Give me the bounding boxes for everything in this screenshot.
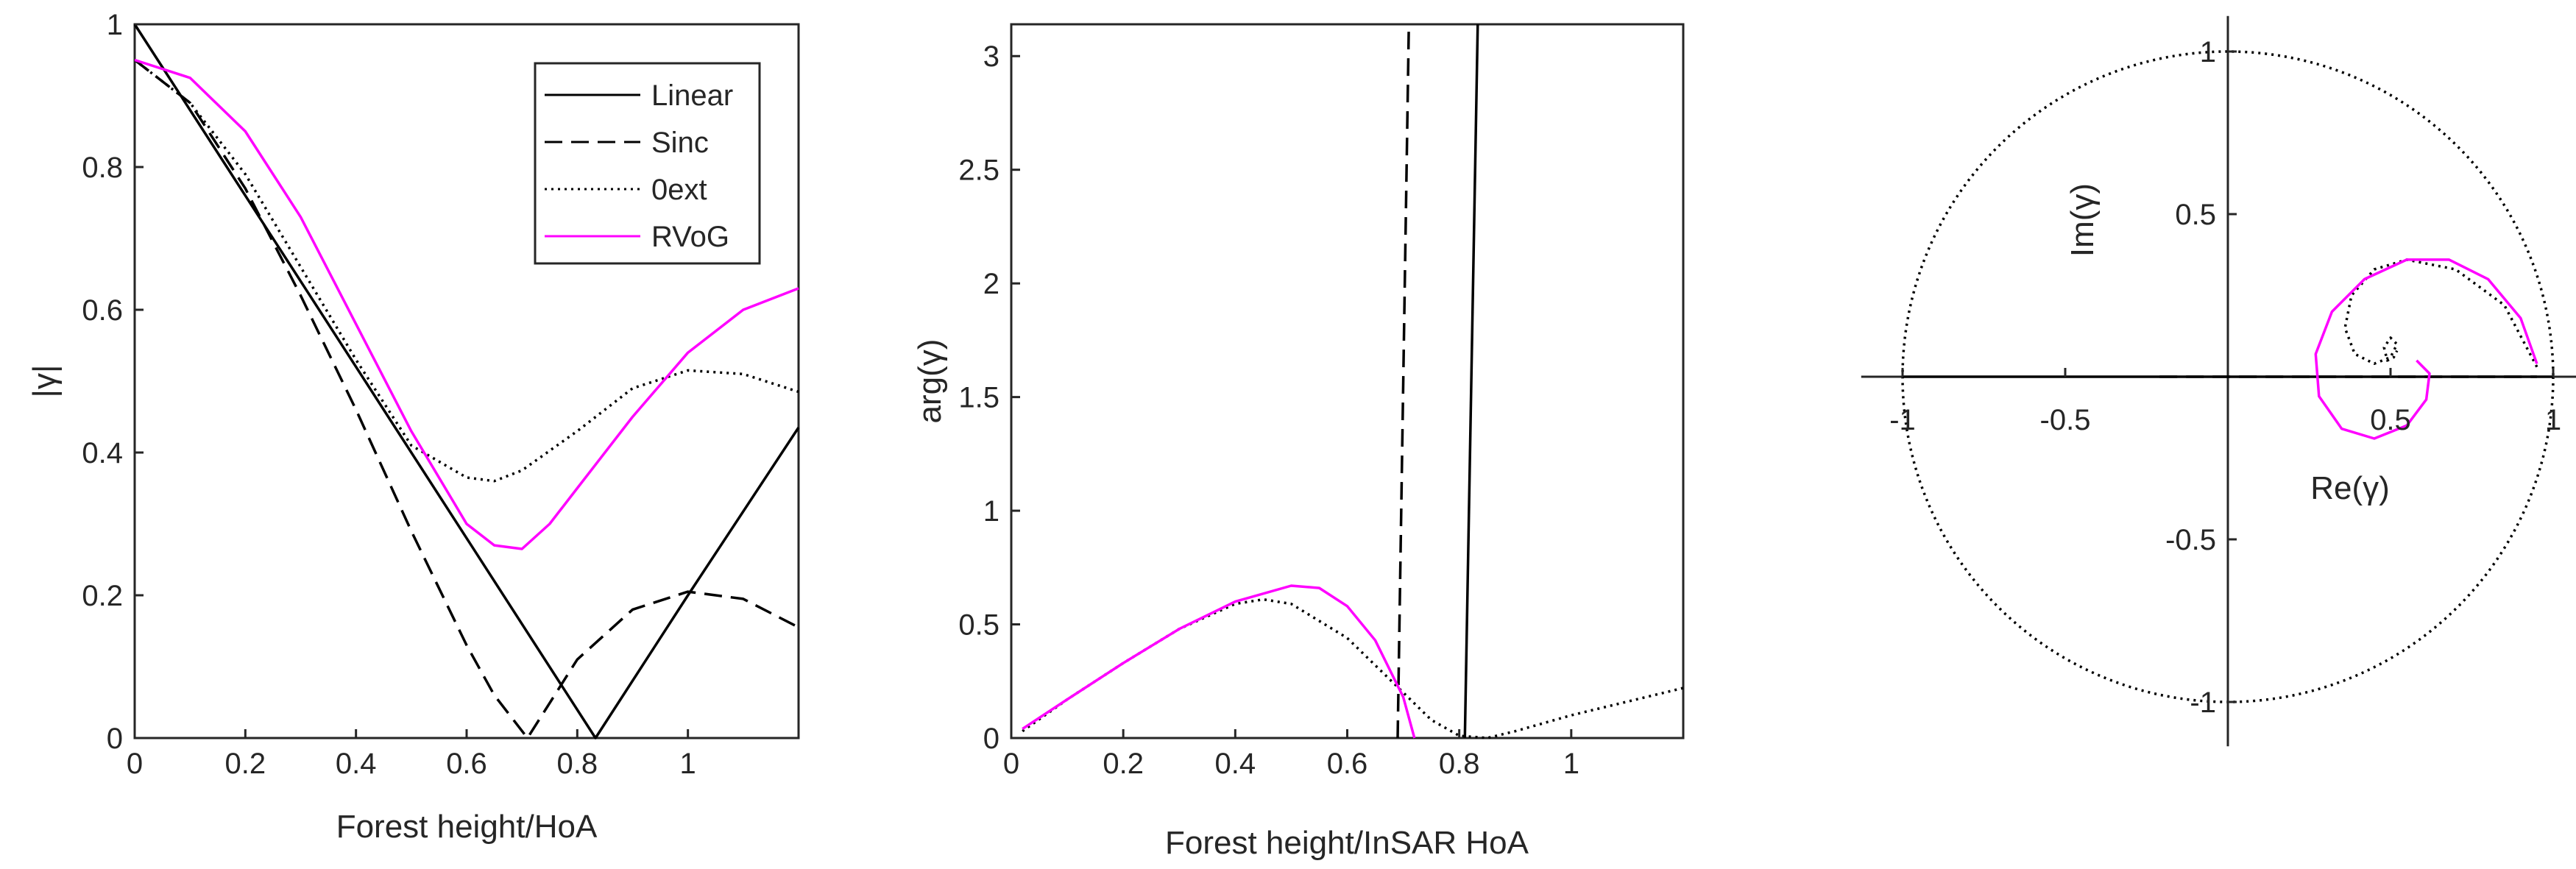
legend-label-linear: Linear: [651, 79, 733, 112]
x-tick-label: 0.8: [1439, 748, 1480, 780]
magnitude-ticks: 0 0.2 0.4 0.6 0.8 1 0 0.2 0.4 0.6 0.8 1: [82, 9, 696, 780]
x-tick-label: 0.4: [1215, 748, 1256, 780]
magnitude-panel: 0 0.2 0.4 0.6 0.8 1 0 0.2 0.4 0.6 0.8 1 Forest heig…: [26, 9, 800, 845]
phase-series-rvog: [1022, 584, 1416, 739]
x-tick-label: 1: [680, 748, 696, 780]
phase-ticks: 0 0.2 0.4 0.6 0.8 1 0 0.5 1 1.5 2 2.5 3: [958, 40, 1579, 780]
phase-axes-frame: [1010, 23, 1685, 739]
legend-box: [534, 62, 761, 265]
complex-y-tick-label: -1: [2190, 687, 2216, 719]
magnitude-ylabel: |γ|: [26, 365, 63, 398]
y-tick-label: 0.8: [82, 152, 123, 184]
legend-label-sinc: Sinc: [651, 127, 709, 159]
complex-xlabel: Re(γ): [2310, 470, 2390, 506]
x-tick-label: 0.6: [446, 748, 487, 780]
y-tick-label: 3: [983, 40, 999, 73]
complex-series-rvog: [2314, 258, 2538, 440]
magnitude-series-group: [133, 24, 800, 739]
x-tick-label: 0: [1003, 748, 1019, 780]
x-tick-label: 0.6: [1327, 748, 1368, 780]
y-tick-label: 0.6: [82, 294, 123, 327]
legend: Linear Sinc 0ext RVoG: [534, 62, 761, 265]
phase-series-sinc: [1396, 24, 1410, 739]
y-tick-label: 0.2: [82, 580, 123, 612]
phase-ylabel: arg(γ): [912, 339, 948, 424]
y-tick-label: 0.5: [958, 609, 999, 642]
y-tick-label: 0: [107, 723, 123, 755]
complex-y-tick-label: -0.5: [2165, 524, 2216, 556]
complex-y-tick-label: 1: [2200, 36, 2216, 68]
magnitude-xlabel: Forest height/HoA: [336, 809, 598, 845]
complex-series-0ext: [2343, 258, 2538, 368]
complex-x-tick-label: 1: [2545, 404, 2561, 436]
complex-ylabel: Im(γ): [2064, 183, 2101, 257]
y-tick-label: 1.5: [958, 382, 999, 414]
x-tick-label: 0.2: [225, 748, 266, 780]
y-tick-label: 0.4: [82, 437, 123, 469]
legend-label-0ext: 0ext: [651, 174, 707, 206]
y-tick-label: 2.5: [958, 155, 999, 187]
legend-label-rvog: RVoG: [651, 221, 729, 253]
phase-series-group: [1022, 24, 1684, 739]
x-tick-label: 1: [1563, 748, 1579, 780]
phase-series-linear: [1463, 24, 1479, 739]
complex-y-tick-label: 0.5: [2175, 199, 2216, 231]
y-tick-label: 2: [983, 268, 999, 300]
phase-xlabel: Forest height/InSAR HoA: [1165, 825, 1529, 861]
y-tick-label: 1: [983, 495, 999, 528]
magnitude-series-rvog: [134, 58, 799, 550]
x-tick-label: 0.4: [336, 748, 377, 780]
complex-x-tick-label: 0.5: [2370, 404, 2411, 436]
x-tick-label: 0.2: [1103, 748, 1144, 780]
complex-ticks: -1 -0.5 0.5 1 -1 -0.5 0.5 1: [1889, 36, 2561, 719]
magnitude-series-sinc: [133, 59, 799, 739]
complex-series-group: [1861, 15, 2576, 747]
x-tick-label: 0: [127, 748, 143, 780]
complex-x-tick-label: -1: [1889, 404, 1916, 436]
y-tick-label: 1: [107, 9, 123, 41]
magnitude-series-linear: [133, 24, 800, 739]
y-tick-label: 0: [983, 723, 999, 755]
x-tick-label: 0.8: [557, 748, 598, 780]
phase-panel: 0 0.2 0.4 0.6 0.8 1 0 0.5 1 1.5 2 2.5 3 Forest heigh…: [912, 23, 1685, 861]
complex-plane-panel: -1 -0.5 0.5 1 -1 -0.5 0.5 1 Re(γ) Im(γ): [1861, 15, 2576, 747]
complex-x-tick-label: -0.5: [2040, 404, 2091, 436]
